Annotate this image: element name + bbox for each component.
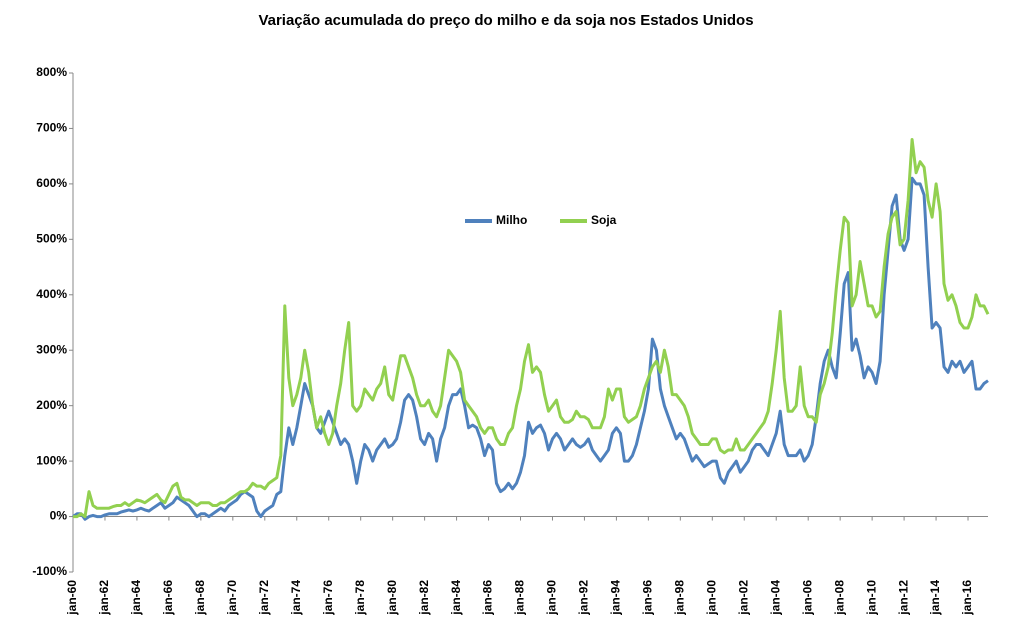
- x-tick-label: jan-90: [545, 580, 559, 616]
- x-tick-label: jan-16: [960, 580, 974, 616]
- y-tick-label: 300%: [36, 342, 67, 356]
- y-tick-label: 200%: [36, 398, 67, 412]
- x-tick-label: jan-82: [417, 580, 431, 616]
- x-tick-label: jan-02: [736, 580, 750, 616]
- x-tick-label: jan-78: [353, 580, 367, 616]
- x-tick-label: jan-10: [864, 580, 878, 616]
- y-tick-label: 500%: [36, 232, 67, 246]
- x-tick-label: jan-94: [609, 580, 623, 616]
- x-tick-label: jan-62: [97, 580, 111, 616]
- x-tick-label: jan-14: [928, 580, 942, 616]
- y-tick-label: 400%: [36, 287, 67, 301]
- x-tick-label: jan-00: [704, 580, 718, 616]
- y-tick-label: 100%: [36, 453, 67, 467]
- series-line: [73, 138, 990, 519]
- x-tick-label: jan-66: [161, 580, 175, 616]
- x-tick-label: jan-04: [768, 580, 782, 616]
- x-tick-label: jan-96: [641, 580, 655, 616]
- chart-title: Variação acumulada do preço do milho e d…: [258, 12, 753, 29]
- x-tick-label: jan-98: [673, 580, 687, 616]
- y-tick-label: -100%: [32, 564, 67, 578]
- y-tick-label: 600%: [36, 176, 67, 190]
- x-tick-label: jan-76: [321, 580, 335, 616]
- x-tick-label: jan-74: [289, 580, 303, 616]
- y-tick-label: 700%: [36, 121, 67, 135]
- x-tick-label: jan-06: [800, 580, 814, 616]
- x-tick-label: jan-12: [896, 580, 910, 616]
- x-tick-label: jan-68: [193, 580, 207, 616]
- x-tick-label: jan-70: [225, 580, 239, 616]
- x-tick-label: jan-84: [449, 580, 463, 616]
- x-tick-label: jan-60: [65, 580, 79, 616]
- x-tick-label: jan-92: [577, 580, 591, 616]
- legend-label: Milho: [496, 213, 527, 227]
- x-tick-label: jan-64: [129, 580, 143, 616]
- x-tick-label: jan-72: [257, 580, 271, 616]
- series-line: [72, 176, 989, 521]
- x-tick-label: jan-86: [481, 580, 495, 616]
- x-tick-label: jan-88: [513, 580, 527, 616]
- y-tick-label: 800%: [36, 65, 67, 79]
- x-tick-label: jan-80: [385, 580, 399, 616]
- x-tick-label: jan-08: [832, 580, 846, 616]
- legend-label: Soja: [591, 213, 617, 227]
- y-tick-label: 0%: [50, 509, 68, 523]
